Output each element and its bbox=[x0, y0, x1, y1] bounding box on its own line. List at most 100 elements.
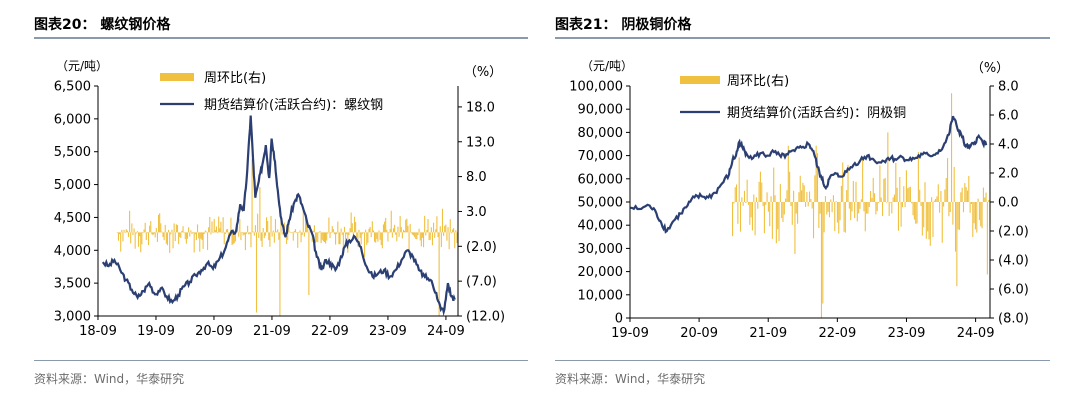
bar-mark bbox=[342, 232, 344, 248]
bar-mark bbox=[757, 202, 759, 209]
bar-mark bbox=[146, 232, 148, 234]
bar-mark bbox=[136, 231, 138, 233]
bar-mark bbox=[838, 202, 840, 234]
bar-mark bbox=[951, 93, 953, 202]
bar-mark bbox=[823, 202, 825, 233]
bar-mark bbox=[262, 228, 264, 233]
bar-mark bbox=[431, 232, 433, 246]
bar-mark bbox=[186, 232, 189, 239]
bar-mark bbox=[819, 202, 821, 214]
bar-mark bbox=[795, 202, 797, 214]
bar-mark bbox=[871, 197, 873, 202]
bar-mark bbox=[872, 177, 874, 202]
bar-mark bbox=[151, 232, 153, 235]
bar-mark bbox=[925, 202, 927, 239]
bar-mark bbox=[860, 199, 862, 202]
bar-mark bbox=[948, 202, 950, 217]
y-left-tick-label: 20,000 bbox=[578, 265, 624, 280]
bar-mark bbox=[210, 232, 212, 235]
bar-mark bbox=[368, 228, 370, 233]
bar-mark bbox=[801, 190, 803, 202]
bar-mark bbox=[366, 232, 368, 245]
bar-mark bbox=[771, 202, 773, 239]
bar-mark bbox=[862, 159, 864, 202]
bar-mark bbox=[155, 228, 157, 233]
bar-mark bbox=[182, 226, 184, 233]
bar-mark bbox=[777, 202, 779, 230]
bar-mark bbox=[981, 202, 983, 229]
bar-mark bbox=[410, 232, 412, 234]
bar-mark bbox=[927, 202, 929, 232]
y-left-tick-label: 70,000 bbox=[578, 149, 624, 164]
bar-mark bbox=[406, 218, 408, 233]
bar-mark bbox=[826, 202, 828, 215]
bar-mark bbox=[830, 199, 832, 202]
legend-line-label: 期货结算价(活跃合约)：阴极铜 bbox=[727, 105, 906, 121]
bar-mark bbox=[134, 232, 136, 249]
y-right-tick-label: 4.0 bbox=[998, 138, 1019, 153]
bar-mark bbox=[190, 230, 192, 233]
chart-panel-copper: 图表21： 阴极铜价格 0 10,000 20,000 30,000 40,000 50,… bbox=[555, 0, 1080, 405]
bar-mark bbox=[245, 232, 248, 234]
bar-mark bbox=[125, 229, 127, 233]
bar-mark bbox=[977, 198, 979, 202]
bar-mark bbox=[899, 176, 901, 202]
bar-mark bbox=[798, 192, 800, 202]
bar-mark bbox=[360, 232, 362, 245]
title-rule bbox=[555, 37, 1050, 39]
bar-mark bbox=[747, 202, 750, 205]
bar-mark bbox=[445, 224, 447, 233]
bar-mark bbox=[139, 232, 141, 237]
bar-mark bbox=[394, 224, 396, 233]
bar-mark bbox=[223, 232, 225, 245]
bar-mark bbox=[129, 210, 131, 233]
bar-mark bbox=[220, 221, 222, 233]
bar-mark bbox=[371, 221, 373, 233]
bar-mark bbox=[339, 232, 341, 245]
bar-mark bbox=[251, 159, 253, 233]
x-tick-label: 19-09 bbox=[137, 324, 175, 339]
axes bbox=[97, 86, 459, 317]
bar-mark bbox=[276, 231, 278, 233]
bar-mark bbox=[986, 202, 988, 275]
bar-mark bbox=[185, 232, 187, 244]
y-right-tick-label: (8.0) bbox=[998, 312, 1029, 327]
bar-mark bbox=[116, 232, 118, 233]
bar-mark bbox=[299, 230, 301, 233]
y-left-tick-label: 40,000 bbox=[578, 219, 624, 234]
bar-mark bbox=[132, 232, 134, 236]
bar-mark bbox=[407, 225, 409, 233]
legend-bar-swatch bbox=[680, 76, 720, 84]
bar-mark bbox=[961, 187, 963, 202]
bar-mark bbox=[154, 232, 156, 238]
bar-mark bbox=[131, 223, 133, 233]
bar-mark bbox=[874, 193, 876, 202]
bar-mark bbox=[271, 232, 273, 237]
bar-mark bbox=[379, 232, 381, 240]
bar-mark bbox=[905, 170, 907, 202]
bar-mark bbox=[807, 202, 809, 207]
bar-mark bbox=[377, 232, 379, 242]
bar-mark bbox=[782, 202, 784, 222]
bar-mark bbox=[296, 232, 298, 233]
bar-mark bbox=[822, 202, 824, 304]
bar-mark bbox=[176, 225, 179, 233]
bar-mark bbox=[761, 182, 763, 202]
bar-mark bbox=[238, 232, 240, 237]
bar-mark bbox=[124, 232, 126, 233]
bar-mark bbox=[268, 232, 270, 241]
x-tick-label: 24-09 bbox=[957, 326, 995, 340]
bar-mark bbox=[330, 232, 332, 234]
bar-mark bbox=[301, 232, 303, 235]
bar-mark bbox=[832, 195, 834, 202]
bar-mark bbox=[816, 153, 819, 202]
bar-mark bbox=[302, 211, 304, 233]
right-axis-unit: （%） bbox=[971, 61, 1009, 76]
bar-mark bbox=[799, 175, 801, 202]
bar-mark bbox=[142, 232, 144, 233]
y-right-tick-label: (7.0) bbox=[466, 275, 497, 290]
bar-mark bbox=[883, 178, 885, 202]
bar-mark bbox=[733, 202, 735, 204]
chart-title: 螺纹钢价格 bbox=[100, 17, 171, 33]
bar-mark bbox=[786, 190, 788, 202]
